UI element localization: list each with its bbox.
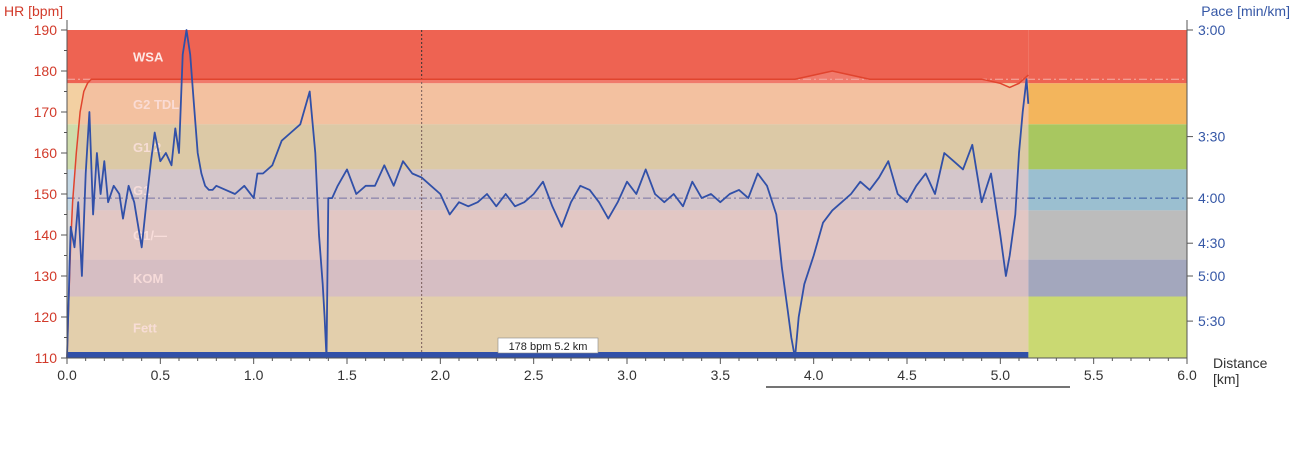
right-axis-title: Pace [min/km] [1201,3,1290,19]
x-tick-label-9: 4.5 [897,367,917,383]
pace-tick-label-2: 4:00 [1198,190,1225,206]
x-tick-label-12: 6.0 [1177,367,1197,383]
x-tick-label-6: 3.0 [617,367,637,383]
left-axis-title: HR [bpm] [4,3,63,19]
pace-tick-label-4: 5:00 [1198,268,1225,284]
x-tick-label-10: 5.0 [991,367,1011,383]
zone-band-5 [67,259,1029,297]
x-tick-label-11: 5.5 [1084,367,1104,383]
pace-tick-label-0: 3:00 [1198,22,1225,38]
axes-layer: 110 120 130 140 150 160 170 180 190 0.0 0.5 1.0 1.5 2… [34,20,1225,383]
hr-tick-label-4: 150 [34,186,58,202]
hr-tick-label-6: 170 [34,104,58,120]
cursor-label: 178 bpm 5.2 km [509,341,588,353]
x-tick-label-3: 1.5 [337,367,357,383]
zone-band-2 [67,124,1029,170]
hr-tick-label-5: 160 [34,145,58,161]
cursor-label-box [497,337,599,354]
hr-tick-label-1: 120 [34,309,58,325]
x-tick-label-8: 4.0 [804,367,824,383]
zone-side-4 [1028,210,1187,260]
zone-side-3 [1028,169,1187,211]
zone-side-6 [1028,296,1187,358]
x-tick-label-2: 1.0 [244,367,264,383]
pace-tick-label-1: 3:30 [1198,129,1225,145]
zone-band-4 [67,210,1029,260]
zone-label-5: KOM [133,271,163,286]
zone-label-4: G1/— [133,228,167,243]
hr-tick-label-0: 110 [35,350,58,366]
zone-side-2 [1028,124,1187,170]
x-tick-label-1: 0.5 [151,367,171,383]
zone-side-5 [1028,259,1187,297]
x-tick-label-0: 0.0 [57,367,77,383]
zone-label-3: G1 [133,183,150,198]
hr-tick-label-7: 180 [34,63,58,79]
zone-side-1 [1028,83,1187,125]
hr-layer [66,70,1029,359]
hr-tick-label-2: 130 [34,268,58,284]
zone-band-1 [67,83,1029,125]
pace-tick-label-5: 5:30 [1198,313,1225,329]
x-axis-title-line1: Distance [1213,355,1268,371]
x-tick-label-4: 2.0 [431,367,451,383]
zone-label-6: Fett [133,320,158,335]
pace-layer [66,29,1030,359]
zone-label-0: WSA [133,50,164,65]
hr-area [67,71,1029,358]
zone-label-1: G2 TDL [133,97,179,112]
pace-tick-label-3: 4:30 [1198,235,1225,251]
x-axis-title-line2: [km] [1213,371,1239,387]
hr-line [66,70,1029,359]
pace-line [66,29,1030,359]
hr-tick-label-8: 190 [34,22,58,38]
x-tick-label-5: 2.5 [524,367,544,383]
zone-side-0 [1028,30,1187,84]
zone-band-0 [67,30,1029,84]
hr-tick-label-3: 140 [34,227,58,243]
x-tick-label-7: 3.5 [711,367,731,383]
progress-bar [67,352,1029,358]
